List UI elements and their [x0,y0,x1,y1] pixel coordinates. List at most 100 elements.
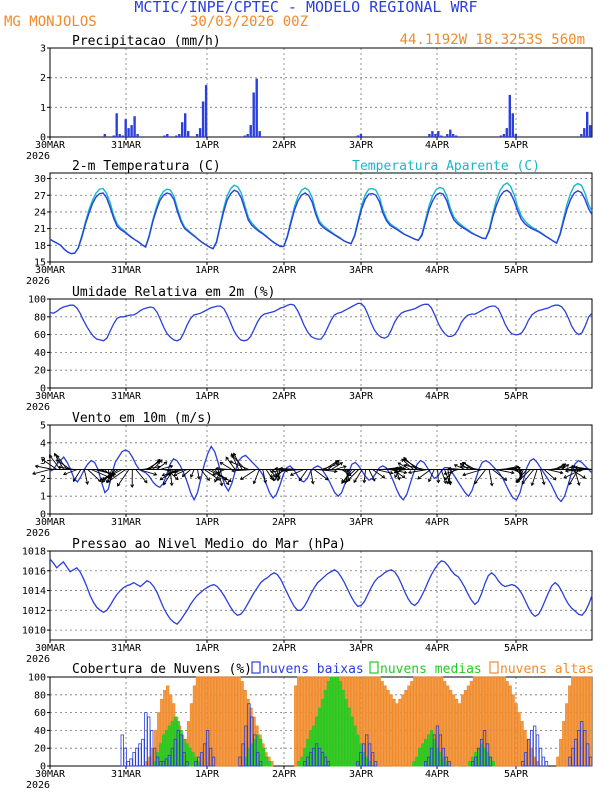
cloud-high-bar [216,676,221,767]
pressure-ytick-label: 1010 [22,626,46,637]
wind-vector [152,459,163,470]
cloud-low-bar [167,754,172,767]
cloud-low-bar [309,752,313,767]
cloud-high-bar [466,685,471,767]
wind-vector [547,469,563,474]
wind-vector [563,469,582,479]
wind-vector-head [346,478,350,483]
cloud-low-bar [138,743,142,767]
precip-bar [198,128,202,137]
wind-vector [56,459,71,470]
wind-vector-head [336,459,340,464]
cloud-mid-bar [415,756,419,767]
wind-vector-head [461,462,466,466]
wind-vector [166,469,179,480]
cloud-high-bar [294,685,298,767]
cloud-low-bar [200,752,204,767]
temperature-panel: 15 18 21 24 27 30 30MAR 31MAR 1APR 2APR 3APR 4APR 5A… [26,172,593,287]
wind-year-label: 2026 [26,528,50,539]
clouds-xtick-label: 1APR [195,769,220,780]
cloud-low-bar [129,758,133,767]
legend-high-swatch [489,661,499,674]
cloud-mid-bar [191,752,195,767]
wind-vector [363,469,367,483]
wind-vector-head [270,469,274,474]
pressure-ytick-label: 1014 [22,586,46,597]
cloud-mid-bar [300,756,304,767]
wind-vector-head [396,476,401,481]
cloud-high-bar [517,712,521,767]
precip-bar [514,134,517,137]
clouds-xtick-label: 30MAR [35,769,66,780]
wind-vector [353,469,363,483]
wind-vector [102,469,123,481]
wind-vector-head [173,472,178,476]
wind-vector-head [503,477,508,482]
wind-vector [557,463,566,470]
wind-vector [284,469,301,472]
precip-bar [440,135,443,137]
temp-ytick-label: 18 [34,241,46,252]
wind-vector-head [108,476,112,481]
wind-vector [270,469,287,478]
wind-vector [375,469,393,474]
precip-xtick-label: 5APR [504,140,529,151]
wind-vector [279,467,298,470]
wind-vector-head [162,481,167,486]
rh-xtick-label: 31MAR [111,391,142,402]
cloud-high-bar [556,756,560,767]
cloud-high-bar [520,721,524,767]
wind-vector-head [169,482,174,487]
wind-vector [197,469,200,480]
wind-vector-head [339,462,343,466]
wind-vector-head [446,480,451,485]
wind-vector [58,466,75,470]
wind-vector [517,469,524,482]
precip-bar [163,135,166,137]
cloud-low-bar [164,758,169,767]
wind-vector-head [568,481,572,486]
precip-bar [166,134,169,137]
cloud-high-bar [588,676,593,767]
cloud-high-bar [225,676,229,767]
cloud-high-bar [237,676,241,767]
wind-vector-head [362,479,367,484]
wind-vector [341,469,356,483]
cloud-low-bar [247,703,251,767]
wind-vector-head [159,476,164,481]
pressure-xtick-label: 2APR [272,643,297,654]
cloud-mid-bar [335,676,339,767]
cloud-low-bar [303,761,307,767]
wind-vector-head [407,470,412,475]
wind-vector-head [579,468,583,472]
wind-vector [167,469,184,475]
precip-bar [511,113,514,137]
precip-bar [252,92,255,137]
temp-xtick-label: 2APR [272,265,297,276]
pressure-xtick-label: 30MAR [35,643,66,654]
wind-vector-head [403,470,408,475]
precip-bar [586,111,589,137]
wind-vector [35,465,54,470]
cloud-low-bar [521,761,525,767]
clouds-xtick-label: 4APR [425,769,450,780]
cloud-high-bar [195,676,200,767]
pressure-ytick-label: 1012 [22,606,46,617]
pressure-ytick-label: 1016 [22,566,46,577]
cloud-high-bar [469,681,474,767]
wind-vector [502,466,519,470]
wind-vector-head [276,477,281,482]
wind-vector-head [394,466,399,471]
cloud-low-bar [120,734,124,767]
cloud-high-bar [413,676,417,767]
pressure-ytick-label: 1018 [22,547,46,558]
wind-vector [320,463,339,470]
cloud-low-bar [586,743,590,767]
cloud-high-bar [562,721,566,767]
cloud-mid-bar [323,690,328,767]
cloud-high-bar [511,694,515,767]
wind-vector [210,469,232,482]
wind-vector [506,467,521,470]
wind-vector [488,469,493,486]
precip-bar [449,129,452,137]
